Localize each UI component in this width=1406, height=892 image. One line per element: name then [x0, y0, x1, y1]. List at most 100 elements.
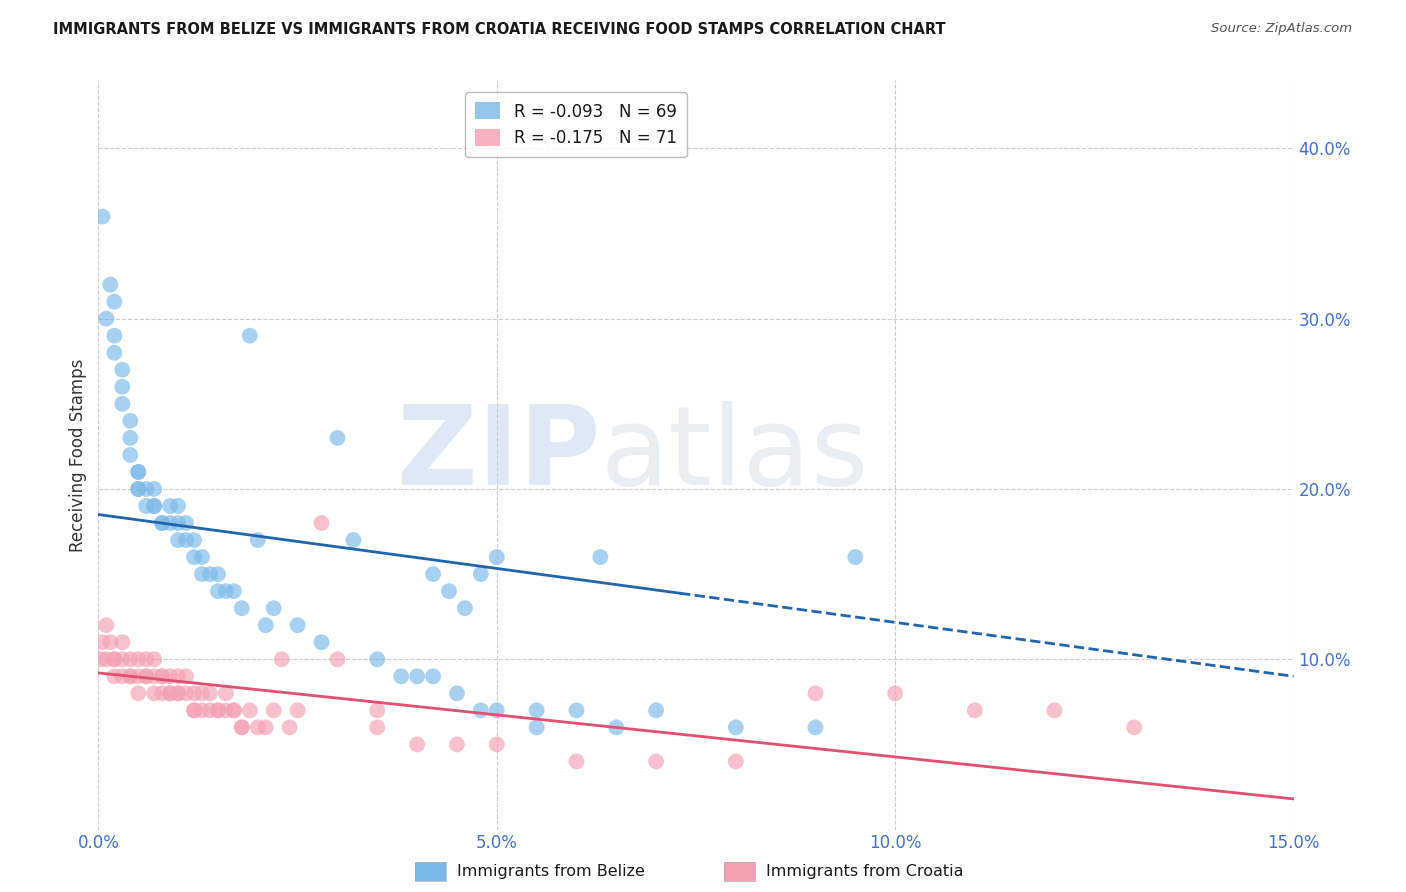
Point — [167, 686, 190, 700]
Point — [645, 755, 668, 769]
Text: Immigrants from Croatia: Immigrants from Croatia — [766, 864, 963, 879]
Point — [342, 533, 364, 547]
Point — [127, 482, 149, 496]
Point — [111, 397, 134, 411]
Point — [159, 516, 181, 530]
Point — [231, 720, 253, 734]
Point — [120, 652, 142, 666]
Text: atlas: atlas — [600, 401, 869, 508]
Point — [150, 669, 173, 683]
Point — [143, 652, 166, 666]
Point — [103, 328, 125, 343]
Point — [246, 720, 269, 734]
Point — [150, 516, 173, 530]
Point — [844, 550, 866, 565]
Point — [167, 669, 190, 683]
Point — [143, 499, 166, 513]
Point — [103, 345, 125, 359]
Point — [1043, 703, 1066, 717]
Point — [239, 328, 262, 343]
Point — [103, 294, 125, 309]
Point — [120, 669, 142, 683]
Point — [724, 720, 747, 734]
Point — [103, 652, 125, 666]
Point — [804, 720, 827, 734]
Point — [127, 652, 149, 666]
Point — [159, 669, 181, 683]
Point — [270, 652, 292, 666]
Point — [470, 567, 492, 582]
Point — [191, 550, 214, 565]
Text: Immigrants from Belize: Immigrants from Belize — [457, 864, 645, 879]
Point — [366, 703, 388, 717]
Point — [167, 499, 190, 513]
Point — [366, 652, 388, 666]
Point — [143, 686, 166, 700]
Point — [135, 482, 157, 496]
Point — [326, 431, 349, 445]
Point — [150, 669, 173, 683]
Point — [135, 669, 157, 683]
Text: Source: ZipAtlas.com: Source: ZipAtlas.com — [1212, 22, 1353, 36]
Point — [263, 601, 285, 615]
Point — [111, 635, 134, 649]
Point — [422, 567, 444, 582]
Point — [311, 635, 333, 649]
Point — [526, 720, 548, 734]
Point — [127, 669, 149, 683]
Point — [183, 686, 205, 700]
Point — [231, 720, 253, 734]
Point — [215, 584, 238, 599]
Point — [91, 635, 114, 649]
Point — [406, 669, 429, 683]
Text: IMMIGRANTS FROM BELIZE VS IMMIGRANTS FROM CROATIA RECEIVING FOOD STAMPS CORRELAT: IMMIGRANTS FROM BELIZE VS IMMIGRANTS FRO… — [53, 22, 946, 37]
Point — [120, 431, 142, 445]
Point — [454, 601, 477, 615]
Point — [437, 584, 460, 599]
Point — [127, 465, 149, 479]
Point — [111, 380, 134, 394]
Point — [470, 703, 492, 717]
Point — [127, 482, 149, 496]
Point — [183, 703, 205, 717]
Point — [127, 686, 149, 700]
Point — [207, 703, 229, 717]
Point — [246, 533, 269, 547]
Point — [111, 363, 134, 377]
Point — [207, 567, 229, 582]
Point — [96, 652, 118, 666]
Point — [231, 601, 253, 615]
Point — [198, 567, 221, 582]
Point — [239, 703, 262, 717]
Point — [963, 703, 986, 717]
Point — [167, 516, 190, 530]
Point — [485, 738, 508, 752]
Point — [103, 669, 125, 683]
Point — [422, 669, 444, 683]
Point — [389, 669, 412, 683]
Point — [120, 414, 142, 428]
Point — [191, 686, 214, 700]
Point — [215, 703, 238, 717]
Point — [724, 755, 747, 769]
Point — [485, 550, 508, 565]
Point — [526, 703, 548, 717]
Point — [150, 686, 173, 700]
Point — [135, 652, 157, 666]
Point — [207, 584, 229, 599]
Point — [589, 550, 612, 565]
Point — [278, 720, 301, 734]
Point — [135, 669, 157, 683]
Point — [143, 499, 166, 513]
Point — [198, 686, 221, 700]
Point — [167, 533, 190, 547]
Point — [98, 277, 122, 292]
Point — [446, 686, 468, 700]
Point — [884, 686, 907, 700]
Point — [120, 448, 142, 462]
Point — [222, 703, 245, 717]
Point — [159, 686, 181, 700]
Point — [174, 516, 197, 530]
Point — [215, 686, 238, 700]
Point — [311, 516, 333, 530]
